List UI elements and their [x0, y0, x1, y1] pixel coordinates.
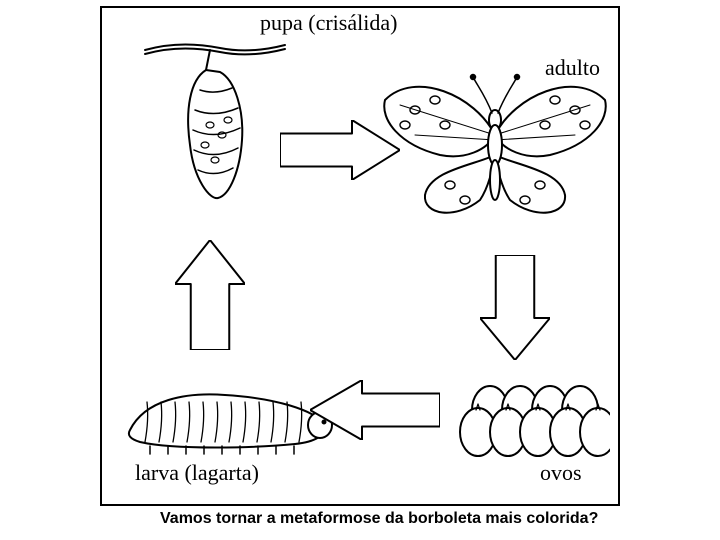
stage-larva-caterpillar [115, 370, 335, 460]
stage-ovos-eggs [450, 370, 610, 465]
arrow-pupa-to-adult [280, 120, 400, 180]
label-larva: larva (lagarta) [135, 460, 259, 486]
diagram-frame: pupa (crisálida) adulto ovos larva (laga… [0, 0, 720, 540]
arrow-eggs-to-larva [310, 380, 440, 440]
stage-adulto-butterfly [380, 65, 610, 230]
caption-text: Vamos tornar a metaformose da borboleta … [160, 510, 598, 528]
arrow-larva-to-pupa [175, 240, 245, 350]
stage-pupa [140, 30, 290, 205]
arrow-adult-to-eggs [480, 255, 550, 360]
